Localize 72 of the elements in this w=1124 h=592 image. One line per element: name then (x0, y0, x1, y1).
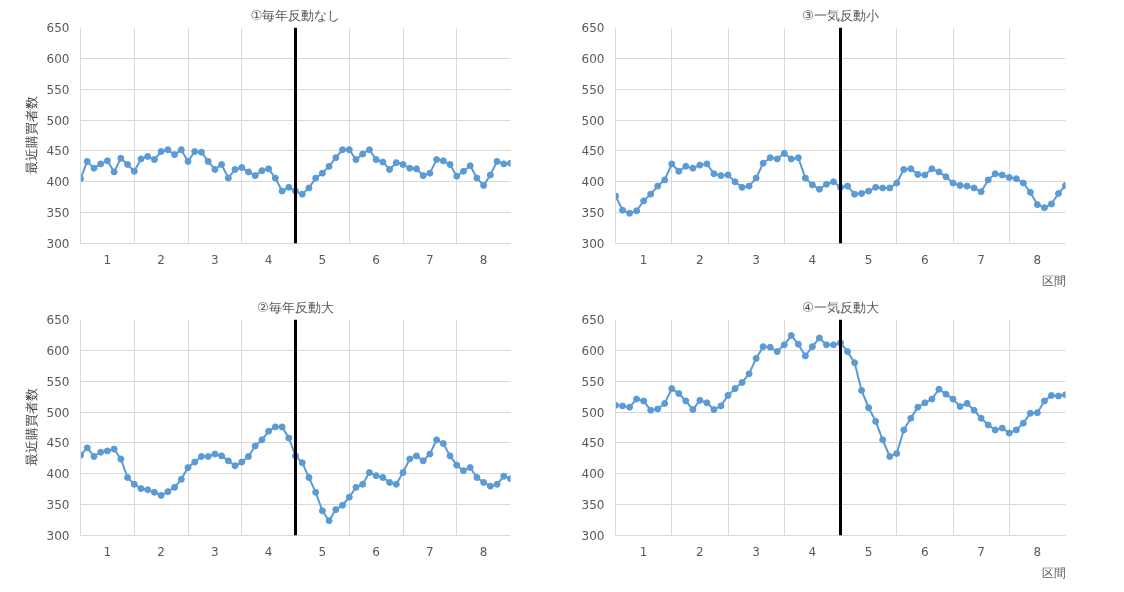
x-tick-label: 8 (479, 252, 488, 267)
y-tick-label: 550 (581, 374, 605, 389)
y-axis-title: 最近購買者数 (23, 96, 39, 175)
x-tick-label: 6 (372, 544, 380, 559)
x-tick-label: 4 (264, 252, 273, 267)
chart-title: ②毎年反動大 (257, 299, 334, 315)
x-tick-label: 6 (921, 252, 929, 267)
y-tick-label: 600 (46, 51, 70, 66)
x-tick-label: 1 (103, 252, 112, 267)
y-tick-label: 550 (46, 374, 70, 389)
y-tick-label: 650 (46, 21, 70, 35)
y-tick-label: 400 (46, 175, 70, 190)
y-tick-label: 550 (581, 82, 605, 97)
y-tick-label: 550 (46, 82, 70, 97)
x-tick-label: 1 (103, 544, 112, 559)
x-tick-label: 1 (639, 252, 648, 267)
x-tick-label: 7 (977, 252, 985, 267)
x-tick-label: 5 (318, 252, 327, 267)
x-tick-label: 4 (264, 544, 273, 559)
y-tick-label: 450 (581, 144, 605, 159)
chart-title: ③一気反動小 (802, 7, 879, 23)
y-tick-label: 350 (46, 206, 70, 221)
y-tick-label: 650 (46, 313, 70, 327)
y-tick-label: 500 (581, 113, 605, 128)
y-tick-label: 350 (581, 498, 605, 513)
x-tick-label: 4 (808, 544, 817, 559)
x-tick-label: 2 (696, 252, 704, 267)
x-tick-label: 3 (752, 544, 760, 559)
x-tick-label: 5 (864, 544, 873, 559)
x-tick-label: 5 (318, 544, 327, 559)
y-tick-label: 500 (46, 405, 70, 420)
x-tick-label: 7 (977, 544, 985, 559)
y-tick-label: 350 (46, 498, 70, 513)
x-tick-label: 1 (639, 544, 648, 559)
x-tick-label: 2 (696, 544, 704, 559)
y-tick-label: 600 (581, 343, 605, 358)
chart-title: ①毎年反動なし (250, 7, 341, 23)
y-tick-label: 400 (46, 467, 70, 482)
y-tick-label: 600 (581, 51, 605, 66)
y-tick-label: 400 (581, 467, 605, 482)
y-tick-label: 300 (46, 237, 70, 251)
y-tick-label: 350 (581, 206, 605, 221)
x-tick-label: 8 (479, 544, 488, 559)
y-tick-label: 650 (581, 313, 605, 327)
y-tick-label: 300 (46, 529, 70, 543)
x-tick-label: 6 (372, 252, 380, 267)
y-tick-label: 500 (581, 405, 605, 420)
y-axis-title: 最近購買者数 (23, 388, 39, 467)
x-tick-label: 6 (921, 544, 929, 559)
x-tick-label: 7 (426, 252, 434, 267)
y-tick-label: 300 (581, 529, 605, 543)
y-tick-label: 450 (581, 436, 605, 451)
x-tick-label: 3 (211, 252, 219, 267)
y-tick-label: 500 (46, 113, 70, 128)
y-tick-label: 600 (46, 343, 70, 358)
chart-title: ④一気反動大 (802, 299, 879, 315)
x-axis-title: 区間 (1041, 565, 1066, 580)
x-tick-label: 2 (157, 252, 165, 267)
x-tick-label: 4 (808, 252, 817, 267)
x-tick-label: 8 (1033, 544, 1042, 559)
y-tick-label: 400 (581, 175, 605, 190)
y-tick-label: 450 (46, 436, 70, 451)
x-tick-label: 2 (157, 544, 165, 559)
x-tick-label: 3 (752, 252, 760, 267)
x-tick-label: 3 (211, 544, 219, 559)
x-tick-label: 8 (1033, 252, 1042, 267)
y-tick-label: 650 (581, 21, 605, 35)
x-tick-label: 7 (426, 544, 434, 559)
y-tick-label: 300 (581, 237, 605, 251)
x-tick-label: 5 (864, 252, 873, 267)
y-tick-label: 450 (46, 144, 70, 159)
x-axis-title: 区間 (1041, 273, 1066, 288)
